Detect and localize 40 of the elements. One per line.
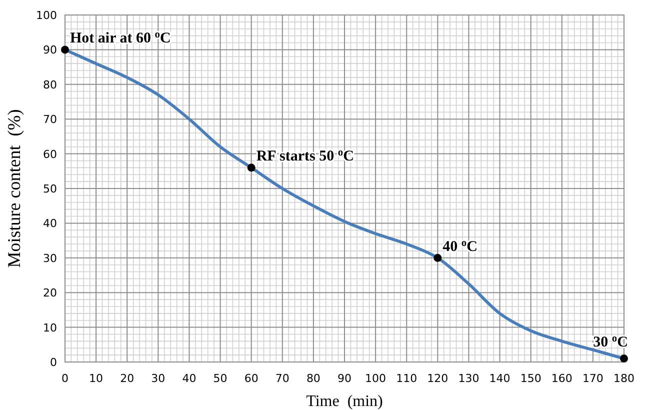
- x-axis-title: Time (min): [306, 393, 383, 410]
- y-tick-label: 100: [36, 9, 57, 22]
- x-tick-label: 140: [489, 372, 510, 385]
- point: [620, 354, 628, 363]
- y-tick-label: 50: [43, 182, 57, 196]
- annotation: RF starts 50 $^{o}$C: [256, 147, 354, 165]
- y-tick-label: 60: [43, 148, 57, 161]
- x-tick-label: 120: [427, 372, 448, 385]
- x-tick-label: 150: [520, 372, 542, 385]
- x-tick-label: 10: [89, 372, 104, 385]
- x-tick-label: 70: [275, 372, 290, 385]
- y-tick-label: 80: [43, 78, 57, 92]
- x-tick-label: 90: [338, 372, 352, 385]
- x-tick-label: 160: [551, 372, 572, 385]
- x-tick-label: 130: [458, 372, 480, 385]
- y-tick-label: 20: [43, 286, 57, 300]
- x-tick-label: 170: [582, 372, 604, 385]
- x-tick-label: 40: [182, 372, 196, 385]
- y-tick-label: 70: [43, 113, 57, 126]
- y-axis-title: Moisture content (%): [4, 109, 24, 268]
- y-tick-label: 40: [43, 217, 57, 230]
- x-tick-label: 80: [306, 372, 320, 385]
- annotation: 40 $^{o}$C: [442, 237, 478, 255]
- x-tick-label: 20: [120, 372, 134, 385]
- annotation: 30 $^{o}$C: [593, 333, 628, 351]
- x-tick-label: 180: [614, 372, 634, 385]
- y-tick-label: 10: [43, 321, 57, 334]
- x-tick-label: 30: [151, 372, 166, 385]
- x-tick-label: 0: [62, 372, 68, 385]
- y-tick-label: 0: [50, 356, 57, 369]
- x-tick-label: 110: [396, 372, 418, 385]
- y-tick-label: 30: [43, 252, 57, 265]
- point: [434, 254, 442, 262]
- annotation: Hot air at 60 $^{o}$C: [70, 29, 171, 47]
- x-tick-label: 100: [365, 372, 386, 385]
- x-tick-label: 50: [213, 372, 228, 385]
- y-tick-label: 90: [43, 44, 57, 57]
- x-tick-label: 60: [244, 372, 258, 385]
- point: [61, 46, 69, 54]
- point: [247, 164, 256, 172]
